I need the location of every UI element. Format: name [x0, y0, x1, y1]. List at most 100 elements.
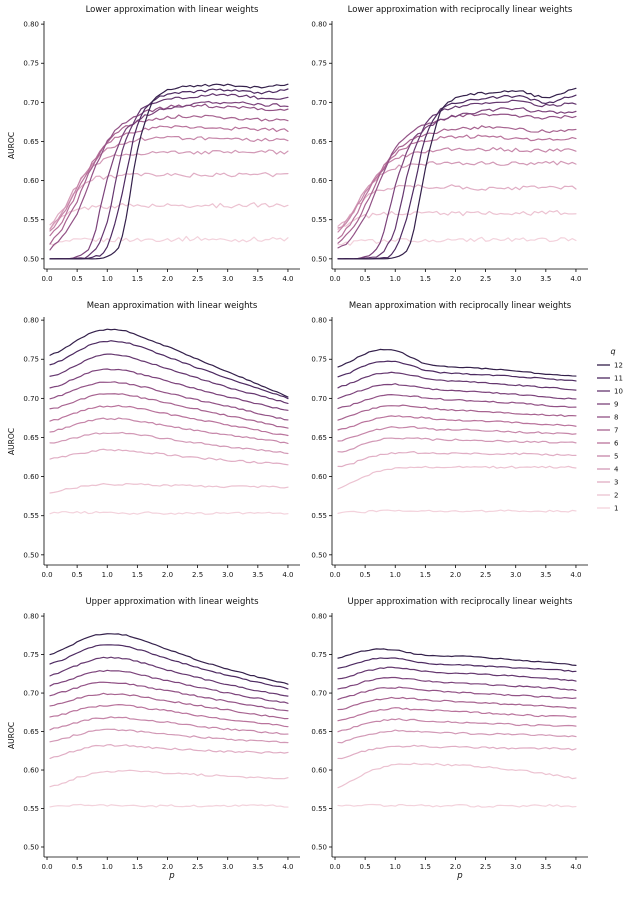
- chart-title-mean-linear: Mean approximation with linear weights: [86, 301, 258, 311]
- series-line-q10: [337, 99, 577, 260]
- y-tick-label: 0.70: [311, 395, 327, 403]
- series-line-q11: [337, 657, 577, 673]
- series-line-q6: [49, 125, 289, 237]
- series-line-q3: [337, 184, 577, 227]
- series-line-q1: [337, 509, 577, 514]
- y-tick-label: 0.75: [23, 356, 39, 364]
- series-line-q12: [337, 348, 577, 377]
- x-tick-label: 1.5: [420, 571, 431, 579]
- series-line-q4: [49, 149, 289, 230]
- x-tick-label: 3.5: [252, 863, 263, 871]
- series-line-q4: [337, 729, 577, 744]
- series-line-q3: [49, 448, 289, 466]
- series-line-q1: [49, 510, 289, 515]
- series-line-q12: [49, 633, 289, 685]
- x-tick-label: 0.5: [72, 275, 83, 283]
- x-tick-label: 3.0: [510, 275, 521, 283]
- y-tick-label: 0.65: [311, 728, 327, 736]
- y-tick-label: 0.65: [311, 138, 327, 146]
- chart-title-lower-reciprocal: Lower approximation with reciprocally li…: [347, 5, 573, 15]
- series-line-q4: [49, 728, 289, 744]
- y-tick-label: 0.50: [23, 551, 39, 559]
- series-line-q3: [337, 451, 577, 468]
- chart-title-upper-reciprocal: Upper approximation with reciprocally li…: [347, 597, 573, 607]
- x-tick-label: 2.0: [162, 275, 173, 283]
- panel-lower-linear: 0.0 0.5 1.0 1.5 2.0 2.5 3.0 3.5 4.0 0.50 0.55 0.60 0…: [23, 21, 300, 283]
- y-tick-label: 0.70: [23, 99, 39, 107]
- x-tick-label: 1.5: [132, 863, 143, 871]
- legend-label-q12: 12: [614, 362, 623, 370]
- series-line-q8: [49, 681, 289, 712]
- series-line-q10: [337, 666, 577, 682]
- y-tick-label: 0.70: [23, 395, 39, 403]
- y-tick-label: 0.70: [23, 690, 39, 698]
- y-tick-label: 0.50: [311, 255, 327, 263]
- x-tick-label: 0.5: [360, 571, 371, 579]
- series-line-q2: [337, 762, 577, 789]
- series-line-q1: [49, 803, 289, 808]
- y-tick-label: 0.55: [23, 216, 39, 224]
- series-line-q4: [337, 437, 577, 453]
- series-line-q4: [49, 431, 289, 455]
- series-line-q11: [337, 360, 577, 382]
- series-line-q1: [337, 803, 577, 808]
- legend-label-q11: 11: [614, 375, 623, 383]
- y-tick-label: 0.55: [311, 805, 327, 813]
- x-tick-label: 3.0: [222, 571, 233, 579]
- x-tick-label: 0.0: [329, 275, 340, 283]
- y-tick-label: 0.60: [311, 177, 327, 185]
- x-tick-label: 4.0: [282, 863, 293, 871]
- series-line-q9: [49, 100, 289, 260]
- chart-title-mean-reciprocal: Mean approximation with reciprocally lin…: [348, 301, 572, 311]
- x-tick-label: 1.5: [132, 571, 143, 579]
- series-line-q10: [49, 93, 289, 260]
- panel-lower-reciprocal: 0.0 0.5 1.0 1.5 2.0 2.5 3.0 3.5 4.0 0.50 0.55 0.60 0…: [311, 21, 588, 283]
- series-line-q3: [49, 744, 289, 759]
- legend-label-q10: 10: [614, 388, 623, 396]
- x-tick-label: 4.0: [570, 571, 581, 579]
- x-tick-label: 2.5: [192, 571, 203, 579]
- x-tick-label: 3.5: [252, 571, 263, 579]
- series-line-q3: [337, 744, 577, 760]
- y-tick-label: 0.80: [23, 613, 39, 621]
- x-tick-label: 1.5: [420, 863, 431, 871]
- y-tick-label: 0.50: [311, 551, 327, 559]
- x-tick-label: 1.5: [420, 275, 431, 283]
- y-tick-label: 0.60: [311, 473, 327, 481]
- x-tick-label: 2.5: [480, 275, 491, 283]
- y-tick-label: 0.60: [311, 767, 327, 775]
- y-axis-label-row3: AUROC: [7, 722, 16, 749]
- legend-label-q2: 2: [614, 492, 618, 500]
- series-line-q10: [49, 353, 289, 405]
- series-line-q7: [337, 404, 577, 421]
- x-tick-label: 3.0: [222, 863, 233, 871]
- panel-upper-linear: 0.0 0.5 1.0 1.5 2.0 2.5 3.0 3.5 4.0 0.50 0.55 0.60 0…: [23, 613, 300, 871]
- chart-title-lower-linear: Lower approximation with linear weights: [85, 5, 259, 15]
- series-line-q12: [337, 648, 577, 666]
- legend-title: q: [610, 347, 616, 356]
- x-tick-label: 2.5: [192, 863, 203, 871]
- y-tick-label: 0.75: [311, 651, 327, 659]
- y-tick-label: 0.60: [23, 767, 39, 775]
- series-line-q10: [49, 656, 289, 697]
- y-tick-label: 0.50: [311, 843, 327, 851]
- x-tick-label: 0.0: [41, 571, 52, 579]
- legend-label-q4: 4: [614, 466, 619, 474]
- x-tick-label: 0.5: [360, 275, 371, 283]
- x-tick-label: 2.0: [450, 571, 461, 579]
- x-tick-label: 2.5: [192, 275, 203, 283]
- y-tick-label: 0.80: [311, 317, 327, 325]
- x-tick-label: 4.0: [282, 275, 293, 283]
- x-tick-label: 3.0: [222, 275, 233, 283]
- x-tick-label: 0.0: [329, 571, 340, 579]
- series-line-q2: [49, 202, 289, 230]
- x-tick-label: 0.0: [41, 863, 52, 871]
- series-line-q9: [337, 676, 577, 692]
- series-line-q5: [49, 135, 289, 232]
- series-line-q12: [337, 87, 577, 260]
- y-tick-label: 0.50: [23, 255, 39, 263]
- series-line-q2: [337, 210, 577, 231]
- y-axis-label-row2: AUROC: [7, 428, 16, 455]
- series-line-q8: [49, 381, 289, 421]
